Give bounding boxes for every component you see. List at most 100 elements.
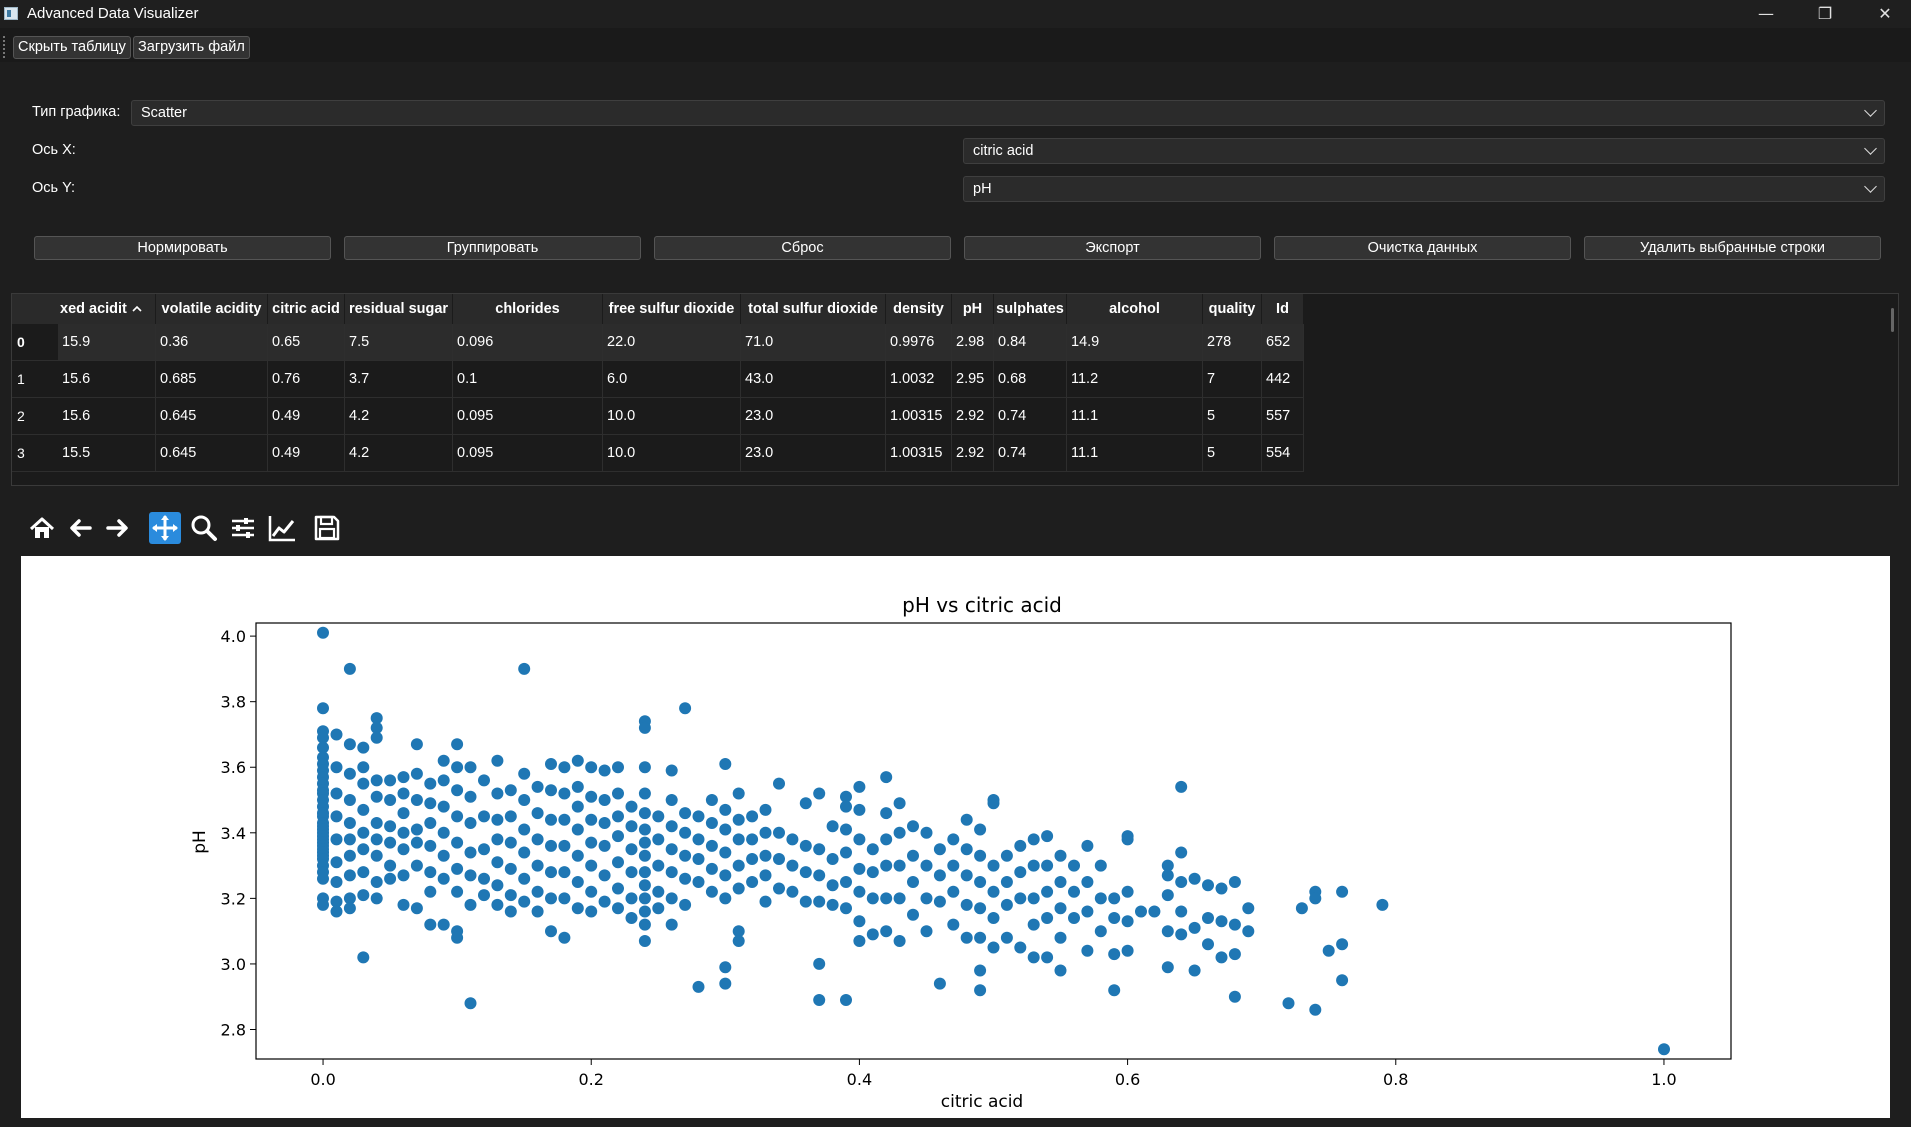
table-cell[interactable]: 1.00315 xyxy=(886,398,952,435)
table-cell[interactable]: 0.74 xyxy=(994,435,1067,472)
table-cell[interactable]: 2.98 xyxy=(952,324,994,361)
table-cell[interactable]: 4.2 xyxy=(345,435,453,472)
column-header[interactable]: citric acid xyxy=(268,294,345,324)
column-header[interactable]: total sulfur dioxide xyxy=(741,294,886,324)
table-cell[interactable]: 43.0 xyxy=(741,361,886,398)
column-header[interactable]: Id xyxy=(1262,294,1304,324)
table-cell[interactable]: 557 xyxy=(1262,398,1304,435)
table-cell[interactable]: 15.9 xyxy=(58,324,156,361)
column-header[interactable]: residual sugar xyxy=(345,294,453,324)
clean-data-button[interactable]: Очистка данных xyxy=(1274,236,1571,260)
table-cell[interactable]: 23.0 xyxy=(741,435,886,472)
column-header[interactable]: quality xyxy=(1203,294,1262,324)
table-cell[interactable]: 2.92 xyxy=(952,435,994,472)
table-cell[interactable]: 0.36 xyxy=(156,324,268,361)
row-header[interactable]: 2 xyxy=(12,398,58,435)
table-cell[interactable]: 22.0 xyxy=(603,324,741,361)
table-cell[interactable]: 0.84 xyxy=(994,324,1067,361)
maximize-button[interactable]: ❐ xyxy=(1817,4,1833,23)
table-cell[interactable]: 15.5 xyxy=(58,435,156,472)
table-cell[interactable]: 0.095 xyxy=(453,398,603,435)
home-icon[interactable] xyxy=(26,512,58,544)
table-cell[interactable]: 0.645 xyxy=(156,435,268,472)
x-axis-select[interactable]: citric acid xyxy=(963,138,1885,164)
table-cell[interactable]: 10.0 xyxy=(603,435,741,472)
table-cell[interactable]: 0.685 xyxy=(156,361,268,398)
table-cell[interactable]: 7 xyxy=(1203,361,1262,398)
table-cell[interactable]: 11.1 xyxy=(1067,398,1203,435)
reset-button[interactable]: Сброс xyxy=(654,236,951,260)
table-cell[interactable]: 0.645 xyxy=(156,398,268,435)
axes-icon[interactable] xyxy=(266,512,298,544)
data-point xyxy=(880,807,893,820)
table-cell[interactable]: 0.76 xyxy=(268,361,345,398)
pan-icon[interactable] xyxy=(149,512,181,544)
data-point xyxy=(370,721,383,734)
column-header[interactable]: density xyxy=(886,294,952,324)
delete-selected-rows-button[interactable]: Удалить выбранные строки xyxy=(1584,236,1881,260)
row-header[interactable]: 1 xyxy=(12,361,58,398)
table-cell[interactable]: 0.096 xyxy=(453,324,603,361)
table-cell[interactable]: 7.5 xyxy=(345,324,453,361)
table-cell[interactable]: 2.92 xyxy=(952,398,994,435)
data-point xyxy=(1228,990,1241,1003)
table-cell[interactable]: 15.6 xyxy=(58,361,156,398)
table-cell[interactable]: 23.0 xyxy=(741,398,886,435)
column-header[interactable]: sulphates xyxy=(994,294,1067,324)
table-cell[interactable]: 0.49 xyxy=(268,435,345,472)
table-cell[interactable]: 0.1 xyxy=(453,361,603,398)
table-cell[interactable]: 0.095 xyxy=(453,435,603,472)
column-header[interactable]: volatile acidity xyxy=(156,294,268,324)
plot-canvas[interactable]: pH vs citric acid citric acid pH 0.0 0.2 0… xyxy=(21,556,1890,1118)
forward-icon[interactable] xyxy=(102,512,134,544)
column-header[interactable]: free sulfur dioxide xyxy=(603,294,741,324)
chart-type-select[interactable]: Scatter xyxy=(131,100,1885,126)
table-cell[interactable]: 15.6 xyxy=(58,398,156,435)
table-cell[interactable]: 0.65 xyxy=(268,324,345,361)
table-cell[interactable]: 11.1 xyxy=(1067,435,1203,472)
toolbar-grip[interactable] xyxy=(3,36,7,58)
table-cell[interactable]: 0.74 xyxy=(994,398,1067,435)
table-cell[interactable]: 71.0 xyxy=(741,324,886,361)
subplots-icon[interactable] xyxy=(227,512,259,544)
table-corner[interactable] xyxy=(12,294,58,324)
table-cell[interactable]: 5 xyxy=(1203,435,1262,472)
row-header[interactable]: 0 xyxy=(12,324,58,361)
back-icon[interactable] xyxy=(64,512,96,544)
table-cell[interactable]: 554 xyxy=(1262,435,1304,472)
table-cell[interactable]: 0.68 xyxy=(994,361,1067,398)
table-cell[interactable]: 11.2 xyxy=(1067,361,1203,398)
normalize-button[interactable]: Нормировать xyxy=(34,236,331,260)
table-cell[interactable]: 0.9976 xyxy=(886,324,952,361)
column-header[interactable]: chlorides xyxy=(453,294,603,324)
export-button[interactable]: Экспорт xyxy=(964,236,1261,260)
column-header[interactable]: alcohol xyxy=(1067,294,1203,324)
table-cell[interactable]: 5 xyxy=(1203,398,1262,435)
table-cell[interactable]: 4.2 xyxy=(345,398,453,435)
x-tick-label: 0.2 xyxy=(579,1070,604,1089)
table-cell[interactable]: 652 xyxy=(1262,324,1304,361)
table-cell[interactable]: 3.7 xyxy=(345,361,453,398)
column-header[interactable]: pH xyxy=(952,294,994,324)
load-file-button[interactable]: Загрузить файл xyxy=(133,36,250,59)
close-button[interactable]: ✕ xyxy=(1878,4,1892,23)
data-point xyxy=(330,876,343,888)
table-cell[interactable]: 14.9 xyxy=(1067,324,1203,361)
data-table[interactable]: xed acidit volatile acidity citric acid res… xyxy=(11,293,1899,486)
save-icon[interactable] xyxy=(311,512,343,544)
table-cell[interactable]: 278 xyxy=(1203,324,1262,361)
table-cell[interactable]: 0.49 xyxy=(268,398,345,435)
table-cell[interactable]: 1.0032 xyxy=(886,361,952,398)
vertical-scrollbar[interactable] xyxy=(1891,308,1894,332)
table-cell[interactable]: 6.0 xyxy=(603,361,741,398)
zoom-icon[interactable] xyxy=(188,512,220,544)
group-button[interactable]: Группировать xyxy=(344,236,641,260)
table-cell[interactable]: 10.0 xyxy=(603,398,741,435)
hide-table-button[interactable]: Скрыть таблицу xyxy=(13,36,131,59)
table-cell[interactable]: 2.95 xyxy=(952,361,994,398)
y-axis-select[interactable]: pH xyxy=(963,176,1885,202)
table-cell[interactable]: 442 xyxy=(1262,361,1304,398)
minimize-button[interactable]: — xyxy=(1758,4,1774,23)
row-header[interactable]: 3 xyxy=(12,435,58,472)
table-cell[interactable]: 1.00315 xyxy=(886,435,952,472)
